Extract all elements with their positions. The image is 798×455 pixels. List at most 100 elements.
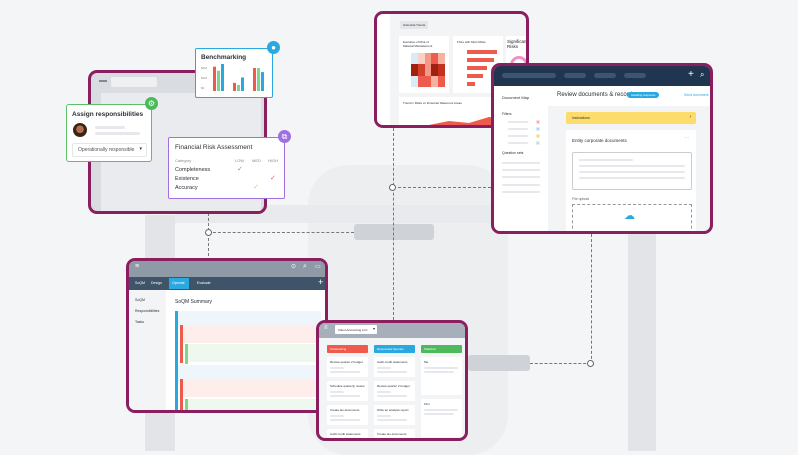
risk-row-label: Accuracy (175, 185, 198, 191)
card-title: Financial Risk Assessment (175, 144, 253, 151)
y-tick: $0 (201, 86, 205, 90)
sidebar-title: Document Map (502, 95, 530, 100)
cloud-upload-icon: ☁ (624, 210, 635, 222)
panel-title: FSLs with Most Risks (457, 40, 486, 44)
task-card[interactable]: Me (421, 357, 462, 395)
client-dropdown[interactable]: Client Accounting LLC ▾ (335, 325, 377, 334)
soqm-window: ≡ ⊙ ⌕ ▭ SoQM Design Operate Evaluate + S… (126, 258, 328, 413)
filter-count: 8 (536, 120, 540, 124)
bar (233, 82, 236, 91)
column-title: Statistics (424, 347, 437, 351)
task-title: Create tax documents (330, 408, 360, 412)
check-icon[interactable]: ✓ (270, 175, 276, 182)
page-title: Review documents & records (557, 92, 636, 98)
connector-node (587, 360, 594, 367)
tab-operate[interactable]: Operate (172, 281, 185, 285)
plus-icon[interactable]: + (318, 277, 324, 287)
file-upload-dropzone[interactable]: ☁ (572, 204, 692, 231)
menu-icon[interactable]: ≡ (324, 325, 328, 331)
tab-soqm[interactable]: SoQM (135, 281, 145, 285)
bar (241, 77, 244, 91)
task-card[interactable]: Audit credit statements (374, 357, 415, 377)
task-title: Create tax documents (377, 432, 407, 436)
tab-historical-trends[interactable]: Historical Trends (400, 21, 429, 29)
connector (591, 234, 592, 364)
risk-row-label: Completeness (175, 167, 211, 173)
task-card[interactable]: Create tax documents (374, 429, 415, 438)
column-header[interactable]: Statistics (421, 345, 462, 353)
task-card[interactable]: Review quarter 2 budget (374, 381, 415, 401)
connector-node (205, 229, 212, 236)
panel-title: Trend in Risks vs Financial Statement Ar… (403, 101, 462, 105)
bar (213, 66, 216, 91)
plus-icon[interactable]: + (688, 69, 694, 80)
task-card[interactable]: Review quarter 2 budget (327, 357, 368, 377)
text-area[interactable] (572, 152, 692, 190)
column-title: Responded Queries (377, 347, 404, 351)
task-title: Review quarter 2 budget (330, 360, 363, 364)
bar (237, 84, 240, 91)
search-icon[interactable]: ⌕ (700, 70, 705, 79)
assign-responsibilities-card: Assign responsibilities Operationally re… (66, 104, 152, 162)
user-icon[interactable]: ● (267, 41, 280, 54)
y-tick: $2M (201, 76, 207, 80)
chevron-right-icon: › (689, 114, 691, 120)
column-header: HIGH (268, 158, 278, 163)
task-card[interactable]: Firm (421, 399, 462, 437)
check-icon[interactable]: ✓ (237, 166, 243, 173)
risk-row-label: Existence (175, 176, 199, 182)
check-icon[interactable]: ✓ (253, 184, 259, 191)
chat-icon[interactable]: ▭ (315, 264, 321, 270)
benchmarking-card: Benchmarking $4M $2M $0 (195, 48, 273, 98)
nav-tasks[interactable]: Tasks (135, 320, 144, 324)
panel-title: Evolution of Risk of Material Misstateme… (403, 40, 433, 48)
panel-title: Significant Risks (507, 39, 528, 49)
status-badge: Awaiting response (627, 92, 660, 98)
y-tick: $4M (201, 66, 207, 70)
menu-icon[interactable]: ≡ (135, 263, 140, 270)
bar (221, 64, 224, 91)
bar (253, 68, 256, 91)
gear-icon[interactable]: ⚙ (145, 97, 158, 110)
task-card[interactable]: Create tax documents (327, 405, 368, 425)
task-title: Audit credit statements (330, 432, 361, 436)
section-title: Entity corporate documents (572, 138, 627, 143)
send-document-link[interactable]: Send document (684, 93, 709, 97)
column-header: LOW (235, 158, 245, 163)
search-icon[interactable]: ⌕ (303, 263, 307, 270)
column-title: Outstanding (330, 347, 347, 351)
filters-label[interactable]: Filters (502, 112, 512, 116)
task-card[interactable]: Write an analysis report (374, 405, 415, 425)
connector (393, 128, 394, 320)
connector (393, 187, 491, 188)
connector-node (389, 184, 396, 191)
column-header[interactable]: Responded Queries (374, 345, 415, 353)
help-icon[interactable]: ⊙ (291, 264, 297, 270)
instructions-bar[interactable]: Instructions › (566, 112, 696, 124)
column-header: Category (175, 158, 192, 163)
tab-evaluate[interactable]: Evaluate (197, 281, 211, 285)
task-title: Audit credit statements (377, 360, 408, 364)
responsibility-select[interactable]: Operationally responsible ▾ (72, 143, 147, 157)
question-sets-label[interactable]: Question sets (502, 151, 524, 155)
nav-responsibilities[interactable]: Responsibilities (135, 309, 160, 313)
column-header[interactable]: Outstanding (327, 345, 368, 353)
card-title: Assign responsibilities (72, 111, 144, 118)
nav-soqm[interactable]: SoQM (135, 298, 145, 302)
connector-pill (468, 355, 530, 371)
task-title: Schedule quarterly review (330, 384, 365, 388)
task-title: Review quarter 2 budget (377, 384, 410, 388)
benchmark-chart (213, 64, 264, 91)
task-title: Write an analysis report (377, 408, 409, 412)
tab-design[interactable]: Design (151, 281, 162, 285)
connector-pill (354, 224, 434, 240)
connector (208, 213, 209, 261)
task-card[interactable]: Schedule quarterly review (327, 381, 368, 401)
more-icon[interactable]: ⋯ (684, 135, 689, 141)
copy-icon[interactable]: ⧉ (278, 130, 291, 143)
task-card[interactable]: Audit credit statements (327, 429, 368, 438)
bar (261, 72, 264, 91)
menu-icon[interactable] (99, 80, 107, 82)
app-dropdown[interactable] (111, 77, 157, 87)
filter-count: 1 (536, 141, 540, 145)
